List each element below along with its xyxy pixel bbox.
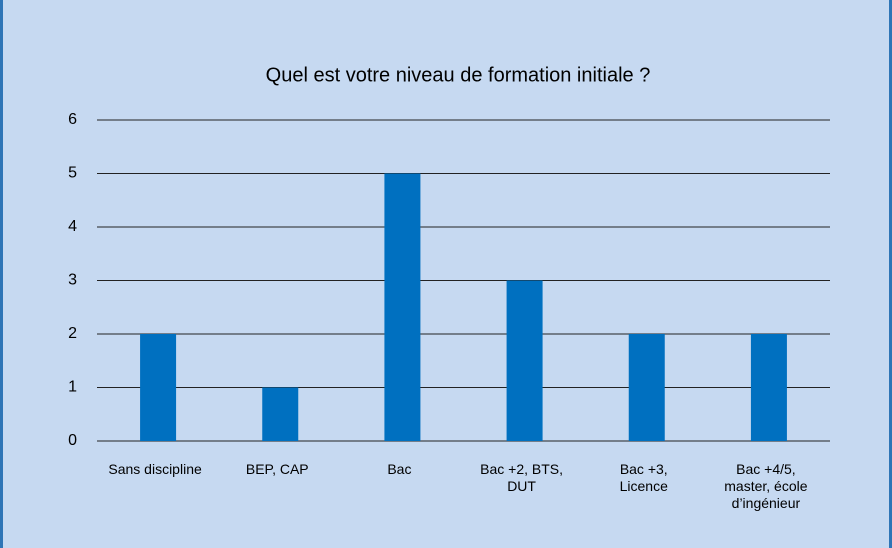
y-tick-label: 3	[68, 272, 77, 289]
y-tick-label: 5	[68, 165, 77, 182]
y-tick-label: 0	[68, 432, 77, 449]
y-tick-label: 4	[68, 218, 77, 235]
y-tick-label: 2	[68, 325, 77, 342]
x-tick-label: BEP, CAP	[245, 461, 309, 477]
x-tick-label: Bac +2, BTS, DUT	[480, 461, 564, 494]
bar	[628, 334, 665, 441]
y-tick-label: 6	[68, 111, 77, 128]
chart: Quel est votre niveau de formation initi…	[68, 64, 830, 449]
x-tick-label: Bac +4/5, master, école d’ingénieur	[724, 461, 808, 511]
bar	[506, 280, 543, 441]
bar	[750, 334, 787, 441]
y-tick-label: 1	[68, 379, 77, 396]
chart-title: Quel est votre niveau de formation initi…	[266, 64, 651, 86]
bar	[384, 173, 421, 441]
bar	[262, 387, 299, 441]
x-tick-label: Bac	[387, 461, 412, 477]
x-tick-label: Bac +3, Licence	[619, 461, 668, 494]
x-tick-label: Sans discipline	[108, 461, 202, 477]
bar	[140, 334, 177, 441]
